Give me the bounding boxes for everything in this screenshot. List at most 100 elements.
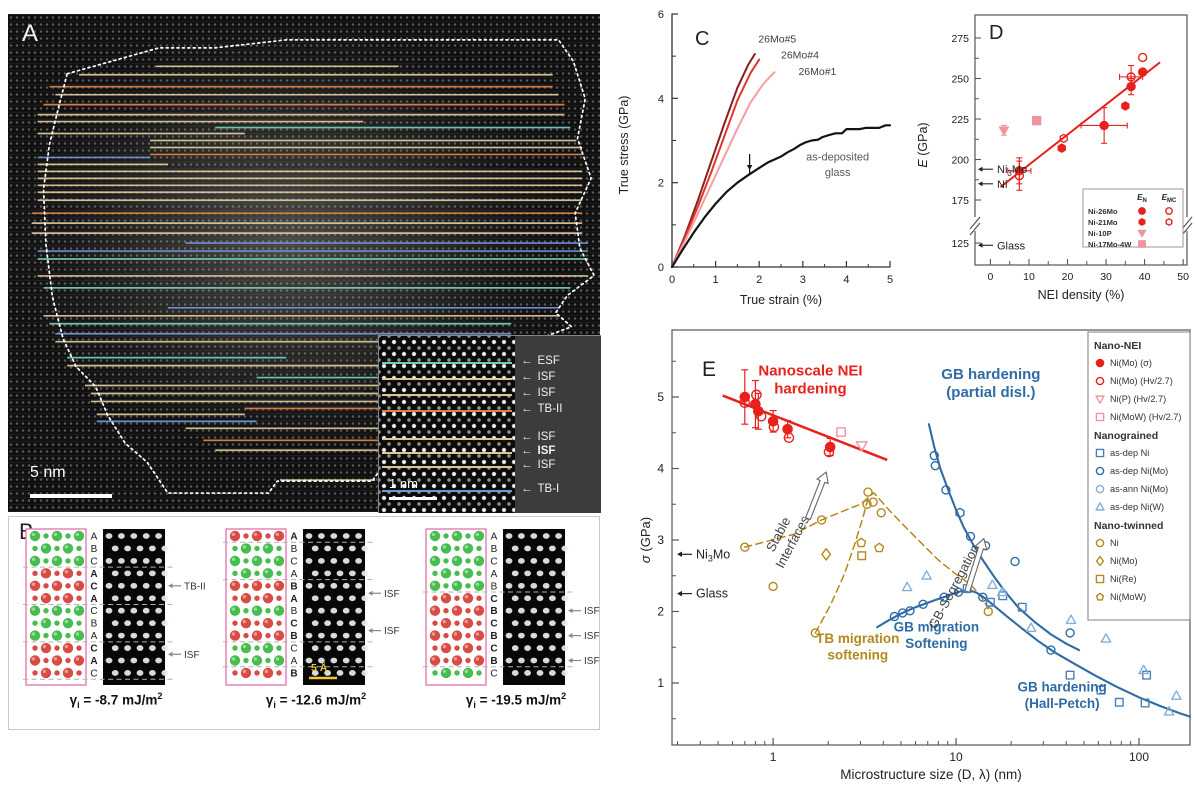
stacking-letter: C [90, 668, 97, 679]
y-tick-label: 4 [658, 93, 664, 105]
ng-niw [1163, 706, 1175, 716]
point-Ni-26Mo [1137, 52, 1148, 63]
atom-large [29, 580, 41, 591]
sim-dot [130, 632, 138, 639]
sim-dot [555, 657, 562, 664]
sim-dot [142, 657, 150, 664]
sim-dot [130, 582, 138, 589]
atom-large [73, 655, 85, 666]
atom-small [476, 545, 482, 552]
legend-marker [1165, 218, 1173, 226]
atom-small [43, 657, 49, 664]
atom-small [243, 558, 249, 564]
atom-large [473, 530, 485, 542]
rotated-annotation: StableInterfaces [758, 505, 812, 570]
atom-large [229, 605, 241, 616]
fault-label: ISF [584, 631, 600, 642]
atom-small [76, 570, 82, 577]
sim-dot [524, 670, 531, 676]
atom-large [51, 555, 63, 567]
atom-large [440, 568, 452, 579]
sim-dot [336, 670, 344, 676]
sim-dot [524, 545, 531, 552]
atom-highlight [31, 632, 36, 636]
legend-marker [1095, 448, 1105, 458]
atom-large [462, 593, 474, 604]
sim-dot [524, 595, 531, 602]
atom-highlight [53, 557, 58, 561]
nei-hv [783, 432, 795, 444]
atom-small [432, 595, 438, 601]
atom-large [62, 642, 74, 654]
sim-dot [142, 533, 150, 539]
y-tick-label: 3 [657, 533, 664, 547]
legend-item-label: as-ann Ni(Mo) [1110, 484, 1168, 494]
atom-large [240, 543, 252, 554]
sim-dot [555, 558, 562, 564]
sim-dot [324, 670, 331, 676]
sim-dot [111, 545, 119, 552]
atom-small [432, 670, 438, 676]
atom-large [462, 667, 474, 679]
sim-dot [305, 533, 313, 539]
x-tick-label: 1 [770, 750, 777, 764]
sim-dot [124, 595, 131, 602]
atom-small [43, 583, 49, 589]
atom-large [73, 630, 85, 641]
y-tick-label: 6 [658, 9, 664, 21]
ng-hex [955, 507, 965, 519]
atom-large [273, 630, 285, 641]
y-axis-title: σ (GPa) [640, 517, 653, 563]
stacking-letter: C [90, 606, 97, 617]
sim-dot [336, 570, 344, 577]
rotated-annotation: GB-Segregation [925, 542, 982, 631]
atom-highlight [231, 657, 236, 661]
atom-highlight [275, 557, 280, 561]
atom-highlight [31, 557, 36, 561]
legend-row-label: Ni-17Mo-4W [1088, 240, 1132, 249]
sim-dot [549, 570, 556, 577]
atom-large [262, 543, 274, 554]
stacking-letter: A [91, 532, 98, 543]
stacking-letter: B [291, 606, 298, 617]
atom-small [76, 620, 82, 626]
sim-dot [155, 533, 163, 539]
atom-large [440, 667, 452, 679]
atom-small [276, 595, 282, 601]
stacking-letter: A [291, 656, 298, 667]
atom-large [429, 580, 441, 591]
legend-marker [1095, 502, 1105, 511]
legend-marker [1095, 395, 1105, 404]
ng-nimo [965, 531, 976, 542]
point-Ni-26Mo [1126, 72, 1136, 82]
sim-dot [118, 607, 125, 614]
atom-large [229, 655, 241, 666]
stacking-letter: A [491, 569, 498, 580]
ng-ni [1065, 670, 1075, 680]
legend-marker [1165, 207, 1173, 215]
stacking-letter: C [90, 644, 97, 655]
atom-highlight [442, 545, 447, 549]
atom-large [51, 630, 63, 641]
x-tick-label: 3 [800, 274, 806, 286]
y-tick-label: 175 [951, 195, 969, 207]
sim-dot [511, 570, 519, 577]
atom-large [451, 630, 463, 641]
atom-small [243, 657, 249, 664]
atom-highlight [42, 545, 47, 549]
atom-highlight [75, 557, 80, 561]
atom-highlight [264, 619, 269, 624]
atom-large [451, 580, 463, 591]
legend-header: EMC [1162, 193, 1177, 204]
atom-small [476, 620, 482, 626]
atom-small [76, 645, 82, 651]
atom-small [265, 608, 271, 614]
sim-dot [530, 582, 538, 589]
sim-dot [142, 607, 150, 614]
atom-highlight [431, 632, 436, 636]
sim-dot [111, 645, 119, 651]
atom-large [462, 568, 474, 579]
atom-highlight [464, 545, 469, 549]
point-Ni-21Mo [1057, 143, 1066, 153]
atom-large [473, 630, 485, 641]
